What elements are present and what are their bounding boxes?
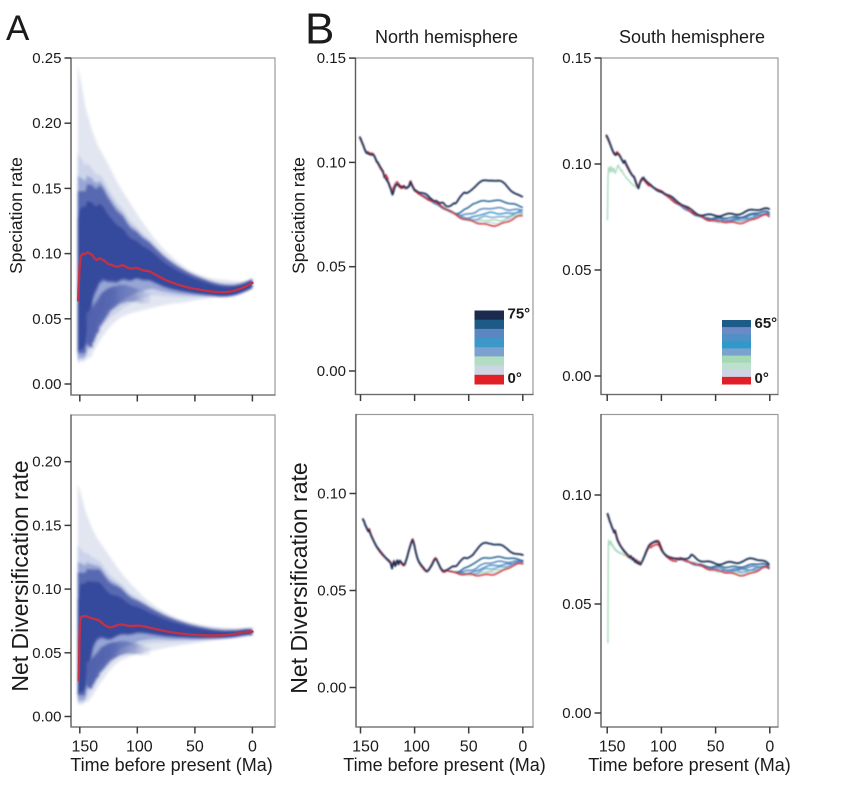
svg-text:Net Diversification rate: Net Diversification rate [286, 462, 312, 693]
svg-text:0.00: 0.00 [317, 680, 346, 697]
svg-text:Time before present (Ma): Time before present (Ma) [70, 755, 272, 775]
svg-text:0.00: 0.00 [32, 376, 61, 393]
svg-text:0: 0 [518, 739, 527, 756]
svg-text:0.15: 0.15 [562, 50, 591, 67]
svg-text:0°: 0° [755, 370, 769, 387]
svg-text:0.15: 0.15 [32, 517, 61, 534]
svg-text:0.10: 0.10 [32, 581, 61, 598]
svg-text:Time before present (Ma): Time before present (Ma) [588, 755, 790, 775]
svg-text:0: 0 [765, 739, 774, 756]
svg-text:0.15: 0.15 [317, 50, 346, 67]
svg-text:0.05: 0.05 [32, 645, 61, 662]
svg-text:150: 150 [71, 739, 98, 756]
svg-text:0.00: 0.00 [32, 709, 61, 726]
svg-text:0.25: 0.25 [32, 50, 61, 67]
svg-text:0°: 0° [508, 370, 522, 387]
svg-text:0.10: 0.10 [562, 487, 591, 504]
svg-text:0.10: 0.10 [317, 154, 346, 171]
svg-text:0: 0 [248, 739, 257, 756]
svg-text:50: 50 [707, 739, 725, 756]
svg-text:150: 150 [352, 739, 379, 756]
svg-text:Net Diversification rate: Net Diversification rate [7, 460, 33, 691]
svg-text:0.10: 0.10 [32, 246, 61, 263]
svg-text:0.15: 0.15 [32, 180, 61, 197]
svg-text:50: 50 [460, 739, 478, 756]
svg-text:Speciation rate: Speciation rate [6, 157, 26, 274]
svg-text:0.20: 0.20 [32, 115, 61, 132]
svg-text:A: A [6, 9, 30, 48]
svg-text:100: 100 [403, 739, 430, 756]
svg-text:0.05: 0.05 [317, 259, 346, 276]
svg-text:North hemisphere: North hemisphere [375, 27, 518, 47]
svg-text:0.20: 0.20 [32, 454, 61, 471]
svg-text:0.00: 0.00 [562, 368, 591, 385]
svg-text:75°: 75° [508, 306, 531, 323]
svg-text:0.05: 0.05 [562, 596, 591, 613]
svg-text:Time before present (Ma): Time before present (Ma) [343, 755, 545, 775]
svg-text:65°: 65° [755, 315, 778, 332]
svg-text:0.05: 0.05 [32, 311, 61, 328]
svg-text:South hemisphere: South hemisphere [619, 27, 765, 47]
svg-text:0.10: 0.10 [317, 486, 346, 503]
svg-text:Speciation rate: Speciation rate [289, 157, 309, 274]
svg-text:0.00: 0.00 [562, 705, 591, 722]
svg-text:50: 50 [186, 739, 204, 756]
svg-text:100: 100 [650, 739, 677, 756]
svg-text:0.10: 0.10 [562, 156, 591, 173]
svg-text:100: 100 [126, 739, 153, 756]
svg-text:0.05: 0.05 [317, 583, 346, 600]
svg-text:B: B [305, 5, 334, 54]
svg-text:0.00: 0.00 [317, 363, 346, 380]
svg-text:150: 150 [599, 739, 626, 756]
svg-text:0.05: 0.05 [562, 262, 591, 279]
